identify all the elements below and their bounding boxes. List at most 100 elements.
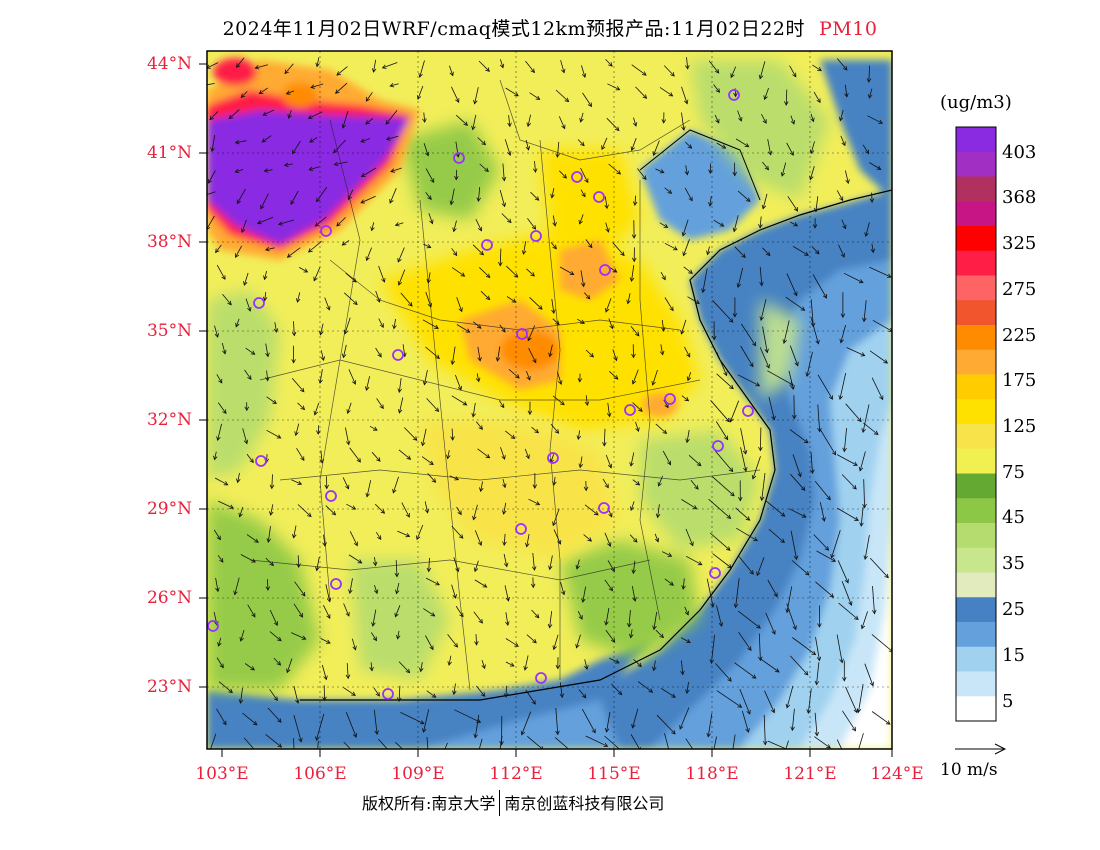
wind-arrow	[375, 531, 382, 540]
wind-arrow-head	[250, 666, 255, 671]
wind-arrow-head	[269, 484, 275, 490]
wind-arrow-head	[479, 487, 484, 493]
wind-arrow	[843, 427, 847, 452]
wind-arrow	[477, 137, 486, 145]
wind-arrow-head	[365, 492, 370, 498]
lon-label-115: 115°E	[587, 764, 641, 784]
wind-arrow	[235, 318, 240, 327]
wind-arrow-head	[751, 674, 757, 679]
colorbar-swatch	[956, 597, 996, 623]
wind-arrow	[402, 344, 406, 357]
wind-arrow	[425, 168, 435, 183]
wind-arrow-head	[394, 612, 399, 618]
wind-arrow-head	[801, 513, 807, 518]
wind-arrow	[762, 326, 768, 353]
wind-arrow-head	[291, 331, 297, 337]
wind-arrow	[453, 557, 459, 572]
colorbar-label-368: 368	[1002, 187, 1037, 208]
wind-arrow	[502, 163, 505, 181]
wind-arrow-head	[587, 537, 593, 542]
wind-arrow-head	[730, 756, 734, 760]
wind-arrow-head	[235, 322, 240, 328]
wind-arrow	[579, 214, 584, 225]
wind-arrow-head	[532, 358, 537, 364]
colorbar-swatch	[956, 176, 996, 202]
wind-arrow	[370, 632, 377, 641]
wind-arrow-head	[822, 293, 827, 299]
wind-arrow-head	[631, 257, 637, 263]
wind-arrow-head	[853, 461, 858, 466]
wind-arrow	[581, 65, 586, 78]
wind-arrow-head	[333, 148, 338, 154]
wind-arrow-head	[217, 642, 222, 647]
colorbar-swatch	[956, 696, 996, 722]
wind-arrow-head	[730, 73, 735, 79]
wind-arrow	[786, 603, 797, 630]
wind-arrow-head	[294, 431, 299, 437]
wind-arrow-head	[207, 227, 211, 230]
wind-arrow-head	[525, 542, 530, 548]
wind-arrow-head	[301, 635, 307, 640]
wind-arrow	[735, 138, 749, 148]
wind-arrow	[730, 400, 740, 422]
wind-arrow-head	[632, 122, 638, 127]
wind-arrow-head	[396, 697, 402, 703]
lat-label-23: 23°N	[146, 677, 192, 697]
wind-arrow	[475, 421, 483, 430]
wind-arrow	[812, 274, 827, 299]
wind-arrow-head	[667, 552, 673, 557]
wind-arrow-head	[642, 175, 647, 181]
wind-arrow	[871, 192, 873, 203]
city-marker	[547, 452, 559, 464]
wind-arrow-head	[709, 659, 715, 665]
wind-arrow	[549, 610, 553, 628]
wind-arrow	[815, 196, 819, 212]
wind-arrow	[288, 110, 292, 119]
wind-arrow	[578, 689, 587, 699]
wind-arrow-head	[663, 223, 669, 228]
wind-arrow	[320, 450, 323, 463]
wind-arrow	[552, 318, 560, 325]
wind-arrow-head	[688, 196, 693, 202]
wind-arrow	[839, 109, 844, 121]
wind-arrow	[708, 498, 731, 519]
wind-arrow	[657, 504, 660, 518]
wind-arrow	[869, 266, 892, 278]
wind-arrow	[479, 267, 491, 278]
city-marker	[320, 225, 332, 237]
wind-arrow	[264, 270, 267, 280]
wind-arrow	[269, 689, 278, 701]
wind-arrow-head	[530, 583, 536, 589]
wind-arrow	[765, 500, 785, 517]
wind-arrow	[297, 504, 312, 517]
wind-arrow	[630, 452, 635, 467]
wind-arrow-head	[458, 534, 464, 539]
wind-arrow-head	[298, 737, 303, 743]
wind-arrow-head	[356, 458, 361, 463]
colorbar-swatch	[956, 399, 996, 425]
wind-arrow-head	[552, 645, 557, 651]
wind-arrow	[427, 272, 431, 283]
wind-arrow	[217, 555, 224, 563]
colorbar-swatch	[956, 424, 996, 450]
wind-arrow	[525, 139, 529, 150]
wind-arrow	[526, 370, 531, 381]
wind-arrow-head	[631, 723, 636, 729]
wind-arrow	[814, 736, 831, 749]
wind-arrow	[472, 114, 477, 130]
wind-arrow	[372, 609, 377, 627]
wind-arrow	[838, 244, 845, 258]
wind-arrow-head	[751, 341, 757, 347]
wind-arrow	[525, 689, 536, 705]
wind-arrow-head	[641, 71, 647, 76]
wind-arrow	[762, 193, 768, 209]
wind-arrow-head	[300, 405, 306, 411]
wind-arrow-head	[684, 99, 689, 105]
wind-arrow-head	[652, 625, 657, 631]
wind-arrow-head	[501, 455, 506, 460]
wind-arrow-head	[841, 141, 846, 147]
wind-arrow-head	[591, 728, 596, 734]
wind-arrow-head	[283, 162, 289, 168]
wind-arrow-head	[572, 752, 576, 756]
